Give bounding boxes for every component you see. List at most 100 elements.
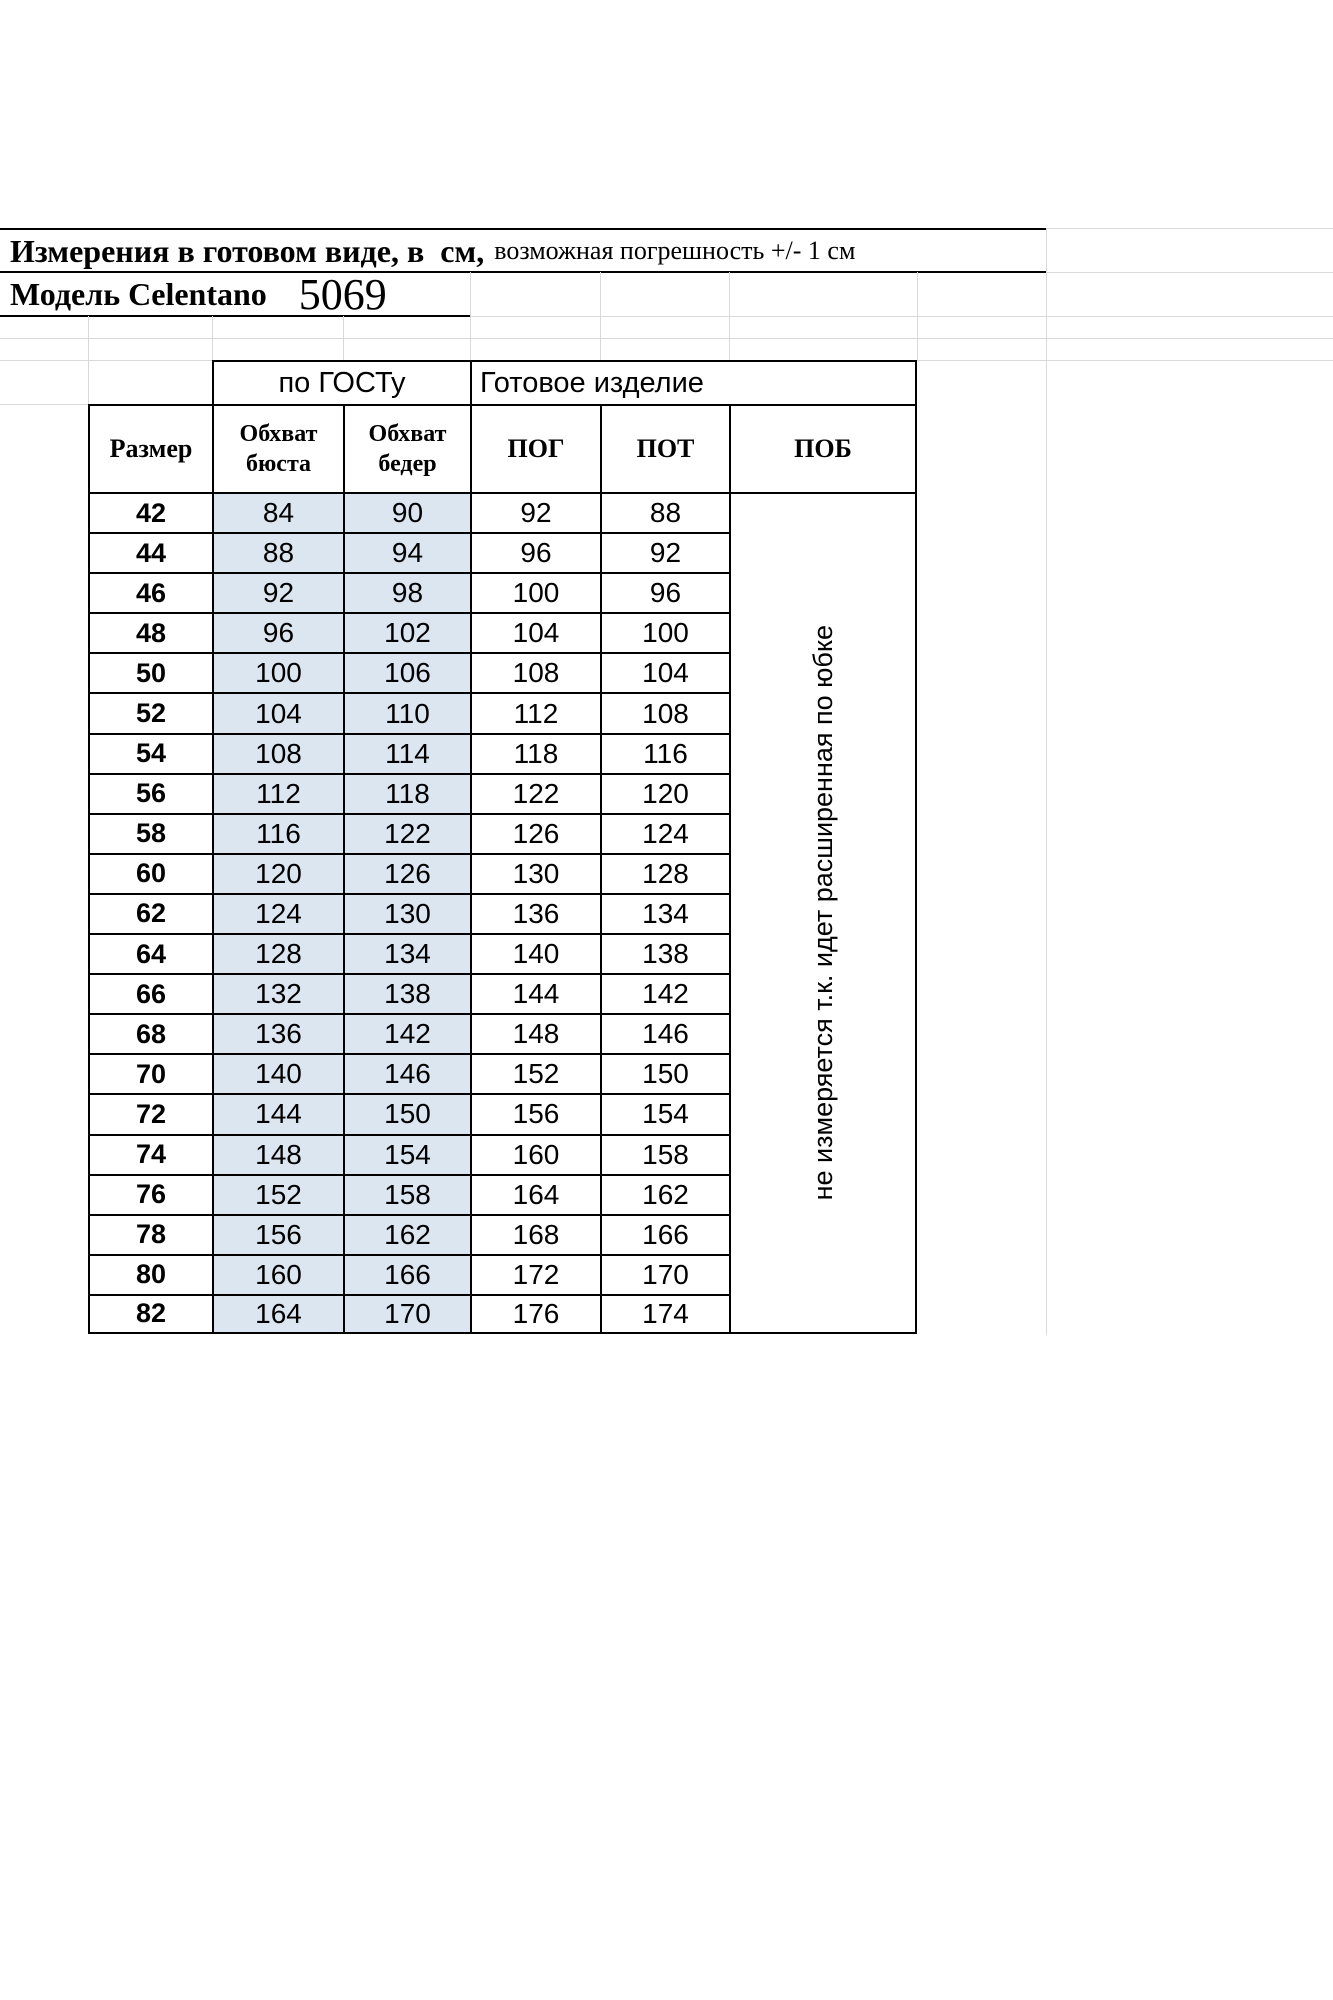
value-cell: 94: [343, 532, 470, 573]
value-cell: 126: [343, 852, 470, 893]
gridline: [917, 360, 1333, 361]
model-label: Модель Celentano: [10, 275, 267, 312]
value-cell: 138: [600, 933, 729, 974]
value-cell: 92: [212, 572, 343, 613]
column-header-pot: ПОТ: [600, 404, 729, 492]
value-cell: 136: [470, 892, 600, 934]
gridline: [0, 228, 1046, 230]
empty-corner-cell: [88, 360, 212, 404]
value-cell: 158: [600, 1133, 729, 1174]
value-cell: 130: [343, 892, 470, 934]
value-cell: 88: [600, 492, 729, 533]
size-cell: 72: [88, 1093, 212, 1134]
gridline: [0, 338, 1333, 339]
value-cell: 104: [212, 692, 343, 733]
size-cell: 66: [88, 973, 212, 1014]
gridline: [917, 272, 918, 360]
value-cell: 154: [343, 1133, 470, 1174]
value-cell: 92: [470, 492, 600, 533]
value-cell: 114: [343, 732, 470, 773]
value-cell: 154: [600, 1093, 729, 1134]
page-title-note: возможная погрешность +/- 1 см: [494, 236, 856, 265]
value-cell: 160: [470, 1133, 600, 1174]
value-cell: 160: [212, 1253, 343, 1294]
value-cell: 110: [343, 692, 470, 733]
gridline: [0, 360, 212, 361]
group-header-gost: по ГОСТу: [212, 360, 470, 404]
value-cell: 168: [470, 1213, 600, 1254]
size-cell: 52: [88, 692, 212, 733]
column-header-pob: ПОБ: [729, 404, 917, 492]
value-cell: 116: [600, 732, 729, 773]
value-cell: 130: [470, 852, 600, 893]
value-cell: 120: [600, 772, 729, 813]
value-cell: 142: [600, 973, 729, 1014]
value-cell: 118: [470, 732, 600, 773]
value-cell: 112: [212, 772, 343, 813]
value-cell: 176: [470, 1293, 600, 1334]
value-cell: 126: [470, 812, 600, 853]
value-cell: 134: [343, 933, 470, 974]
value-cell: 128: [212, 933, 343, 974]
value-cell: 120: [212, 852, 343, 893]
size-cell: 60: [88, 852, 212, 893]
size-cell: 76: [88, 1173, 212, 1214]
value-cell: 92: [600, 532, 729, 573]
value-cell: 148: [470, 1013, 600, 1054]
value-cell: 98: [343, 572, 470, 613]
model-row: Модель Celentano 5069: [0, 270, 1333, 319]
value-cell: 112: [470, 692, 600, 733]
size-cell: 80: [88, 1253, 212, 1294]
group-header-ready: Готовое изделие: [470, 360, 917, 404]
gridline: [729, 272, 730, 360]
value-cell: 138: [343, 973, 470, 1014]
gridline: [1046, 228, 1333, 229]
value-cell: 104: [600, 652, 729, 693]
value-cell: 170: [600, 1253, 729, 1294]
value-cell: 174: [600, 1293, 729, 1334]
value-cell: 118: [343, 772, 470, 813]
gridline: [0, 271, 1046, 273]
value-cell: 96: [600, 572, 729, 613]
value-cell: 88: [212, 532, 343, 573]
value-cell: 96: [470, 532, 600, 573]
value-cell: 162: [600, 1173, 729, 1214]
size-cell: 44: [88, 532, 212, 573]
column-header-bust: Обхват бюста: [212, 404, 343, 492]
model-number: 5069: [298, 269, 387, 319]
value-cell: 152: [212, 1173, 343, 1214]
value-cell: 144: [212, 1093, 343, 1134]
size-cell: 68: [88, 1013, 212, 1054]
gridline: [343, 316, 344, 360]
value-cell: 136: [212, 1013, 343, 1054]
value-cell: 108: [212, 732, 343, 773]
size-cell: 54: [88, 732, 212, 773]
size-cell: 48: [88, 612, 212, 653]
value-cell: 84: [212, 492, 343, 533]
size-cell: 56: [88, 772, 212, 813]
value-cell: 128: [600, 852, 729, 893]
value-cell: 106: [343, 652, 470, 693]
value-cell: 124: [600, 812, 729, 853]
size-cell: 78: [88, 1213, 212, 1254]
value-cell: 100: [470, 572, 600, 613]
size-cell: 50: [88, 652, 212, 693]
value-cell: 96: [212, 612, 343, 653]
value-cell: 144: [470, 973, 600, 1014]
size-cell: 64: [88, 933, 212, 974]
value-cell: 108: [600, 692, 729, 733]
value-cell: 142: [343, 1013, 470, 1054]
value-cell: 158: [343, 1173, 470, 1214]
gridline: [1046, 228, 1047, 1335]
gridline: [470, 316, 1333, 317]
page-title: Измерения в готовом виде, в см,: [10, 232, 485, 269]
value-cell: 164: [470, 1173, 600, 1214]
gridline: [212, 316, 213, 360]
gridline: [88, 316, 89, 404]
value-cell: 90: [343, 492, 470, 533]
value-cell: 162: [343, 1213, 470, 1254]
value-cell: 116: [212, 812, 343, 853]
value-cell: 100: [212, 652, 343, 693]
gridline: [1046, 272, 1333, 273]
